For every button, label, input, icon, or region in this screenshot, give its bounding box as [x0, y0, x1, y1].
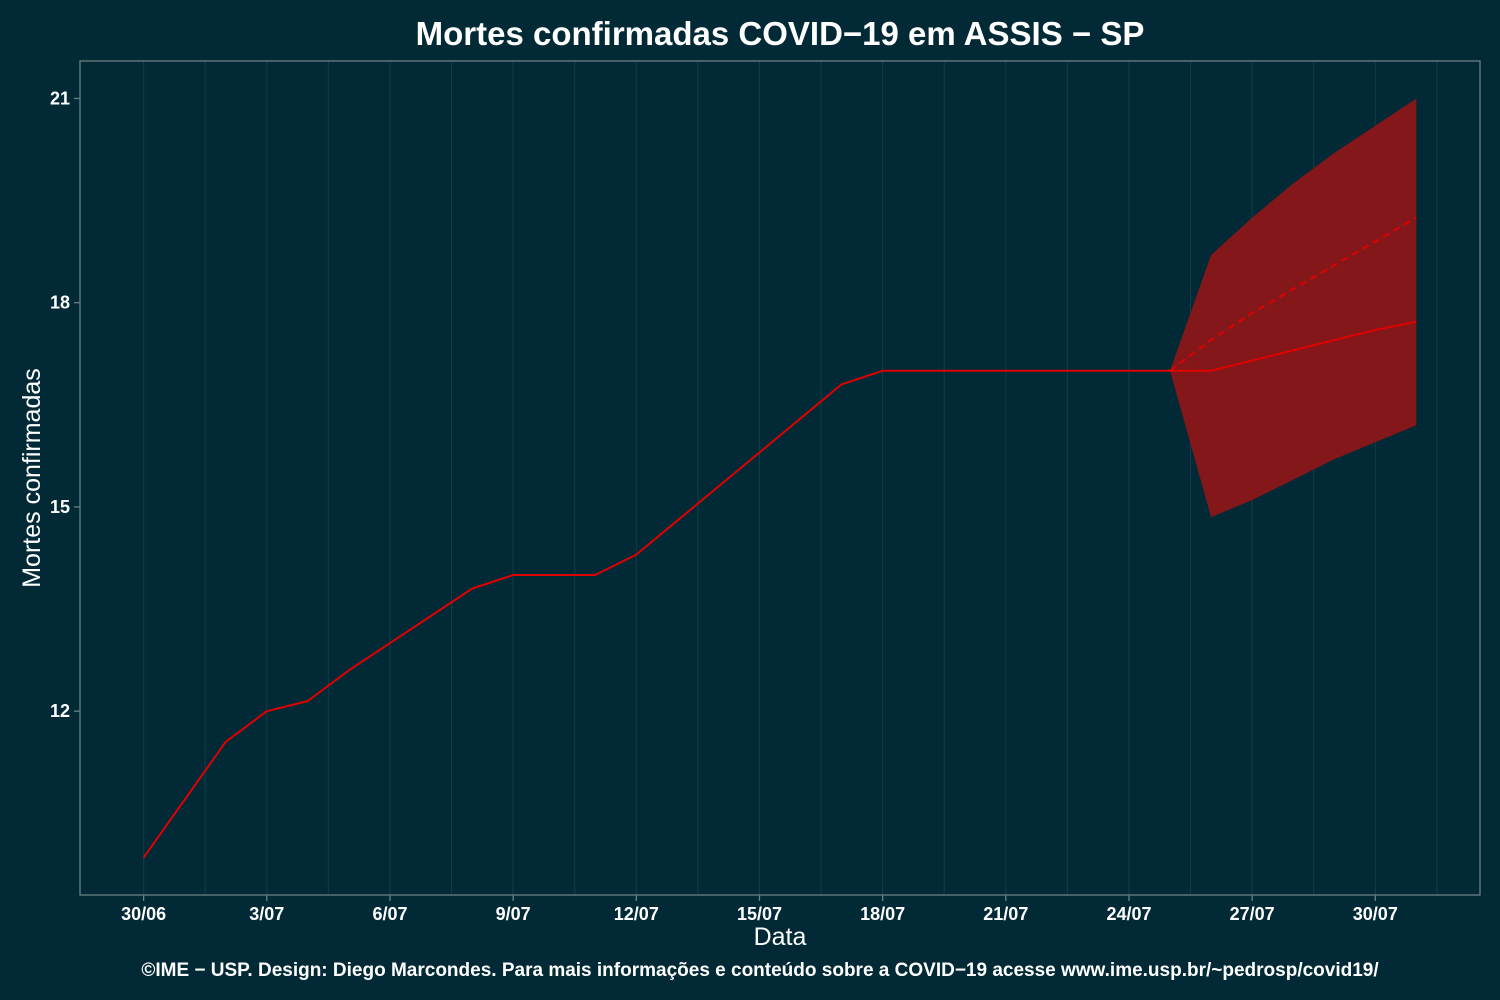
x-tick-label: 3/07 — [249, 904, 284, 924]
plot-frame — [79, 60, 1481, 896]
y-tick-label: 15 — [50, 497, 70, 517]
x-axis-title: Data — [754, 923, 807, 951]
x-tick-label: 6/07 — [372, 904, 407, 924]
x-tick-label: 30/06 — [121, 904, 166, 924]
x-axis: 30/06 3/07 6/07 9/07 12/07 15/07 18/07 21/07 24/… — [121, 895, 1398, 924]
x-tick-label: 9/07 — [496, 904, 531, 924]
x-tick-label: 15/07 — [737, 904, 782, 924]
series-line-forecast — [1170, 320, 1417, 372]
y-tick-label: 21 — [50, 88, 70, 108]
series-line-forecast-dashed — [1169, 216, 1417, 372]
y-axis-title: Mortes confirmadas — [18, 368, 46, 588]
forecast-band — [1170, 98, 1417, 518]
caption: ©IME − USP. Design: Diego Marcondes. Par… — [141, 960, 1379, 981]
x-tick-label: 24/07 — [1106, 904, 1151, 924]
y-tick-label: 18 — [50, 293, 70, 313]
line-layer — [142, 216, 1417, 859]
x-tick-label: 21/07 — [983, 904, 1028, 924]
chart-title: Mortes confirmadas COVID−19 em ASSIS − S… — [416, 15, 1145, 52]
grid — [143, 61, 1438, 895]
x-tick-label: 12/07 — [614, 904, 659, 924]
y-axis: 12 15 18 21 — [50, 88, 80, 721]
series-line-observed — [142, 369, 1171, 859]
x-tick-label: 30/07 — [1353, 904, 1398, 924]
x-tick-label: 18/07 — [860, 904, 905, 924]
forecast-band-layer — [1170, 98, 1417, 518]
x-tick-label: 27/07 — [1230, 904, 1275, 924]
y-tick-label: 12 — [50, 701, 70, 721]
